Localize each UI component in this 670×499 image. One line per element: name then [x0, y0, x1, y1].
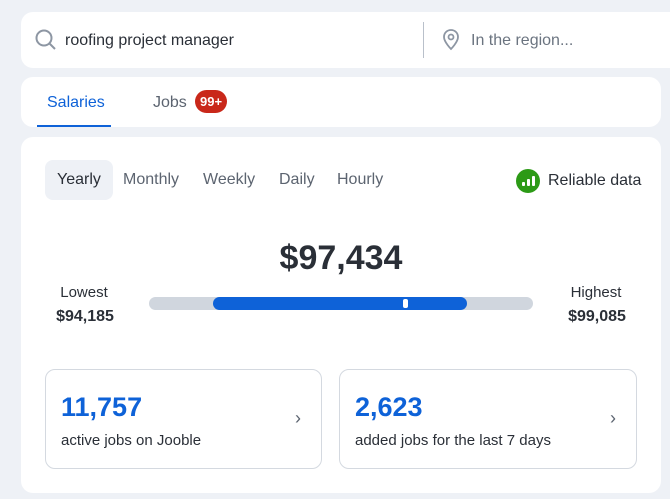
highest-label: Highest: [570, 284, 622, 301]
signal-bars-icon: [516, 169, 540, 193]
highest-value: $99,085: [568, 308, 626, 325]
period-yearly[interactable]: Yearly: [45, 160, 113, 200]
tab-bar: Salaries Jobs 99+: [21, 77, 661, 127]
reliable-data-label: Reliable data: [548, 172, 642, 189]
stat-description: active jobs on Jooble: [61, 432, 202, 449]
salary-range-bar: [149, 297, 533, 310]
search-bar: roofing project manager In the region...: [21, 12, 670, 68]
salary-panel: Yearly Monthly Weekly Daily Hourly Relia…: [21, 137, 661, 493]
median-marker: [403, 299, 408, 308]
stat-number: 2,623: [355, 392, 423, 422]
stat-number: 11,757: [61, 392, 143, 422]
lowest-value: $94,185: [56, 308, 114, 325]
tab-salaries[interactable]: Salaries: [47, 94, 105, 111]
added-jobs-card[interactable]: 2,623 added jobs for the last 7 days ›: [339, 369, 637, 469]
location-input[interactable]: In the region...: [471, 32, 574, 49]
median-salary: $97,434: [279, 239, 403, 277]
period-hourly[interactable]: Hourly: [337, 171, 384, 188]
jobs-count-badge: 99+: [195, 90, 228, 113]
tab-jobs[interactable]: Jobs: [153, 94, 187, 111]
period-daily[interactable]: Daily: [279, 171, 315, 188]
period-weekly[interactable]: Weekly: [203, 171, 256, 188]
location-pin-icon: [443, 29, 459, 51]
divider: [423, 22, 424, 58]
chevron-right-icon: ›: [295, 408, 301, 428]
period-monthly[interactable]: Monthly: [123, 171, 180, 188]
chevron-right-icon: ›: [610, 408, 616, 428]
reliable-data-indicator: Reliable data: [516, 169, 641, 193]
search-icon: [35, 29, 56, 50]
active-tab-indicator: [37, 125, 111, 127]
stat-description: added jobs for the last 7 days: [355, 432, 551, 449]
salary-range-fill: [213, 297, 467, 310]
search-input[interactable]: roofing project manager: [65, 32, 234, 49]
lowest-label: Lowest: [60, 284, 108, 301]
active-jobs-card[interactable]: 11,757 active jobs on Jooble ›: [45, 369, 322, 469]
